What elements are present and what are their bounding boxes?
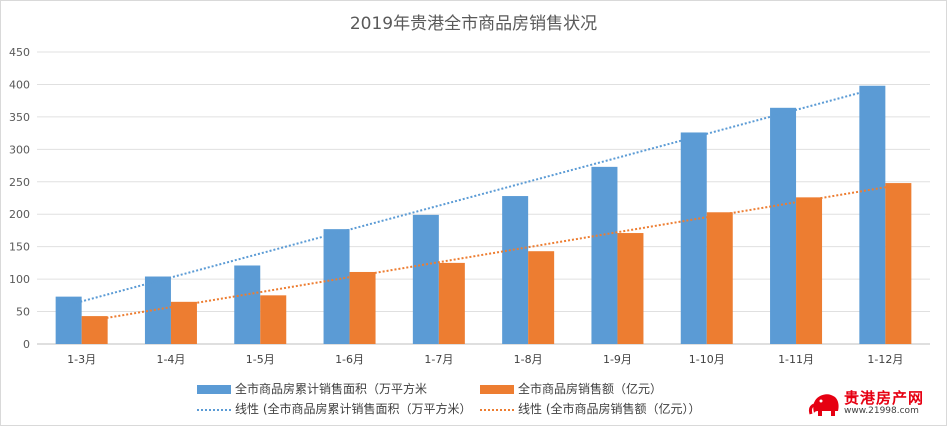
bar-sales-1-9月 [617,233,644,344]
legend-item-sales: 全市商品房销售额（亿元） [480,380,662,397]
bar-sales-1-3月 [81,316,108,344]
x-tick-label-1-3月: 1-3月 [67,353,96,366]
legend-swatch-area-trend [197,408,231,411]
watermark-name: 贵港房产网 [844,389,925,407]
y-tick-label-300: 300 [9,143,30,156]
bar-area-1-8月 [502,196,529,344]
y-tick-label-350: 350 [9,111,30,124]
y-tick-label-50: 50 [16,306,30,319]
bar-area-1-6月 [323,229,350,344]
bar-sales-1-6月 [349,271,376,344]
legend-label-sales: 全市商品房销售额（亿元） [518,382,663,396]
bar-area-1-9月 [591,166,618,344]
y-axis: 0 50 100 150 200 250 300 350 400 450 [9,46,30,351]
x-tick-label-1-7月: 1-7月 [424,353,453,366]
legend-item-area: 全市商品房累计销售面积（万平方米 [197,380,427,397]
x-tick-label-1-12月: 1-12月 [867,353,903,366]
legend-swatch-sales-trend [480,408,514,411]
legend-item-area-trend: 线性 (全市商品房累计销售面积（万平方米） [197,400,472,417]
bar-area-1-5月 [234,265,261,344]
y-tick-label-450: 450 [9,46,30,59]
x-tick-label-1-9月: 1-9月 [603,353,632,366]
legend-swatch-area [197,385,231,394]
y-tick-label-0: 0 [23,338,30,351]
trendline-area [68,88,873,306]
x-tick-label-1-11月: 1-11月 [778,353,814,366]
bar-sales-1-4月 [170,301,197,344]
y-tick-label-100: 100 [9,273,30,286]
bars [55,85,912,345]
x-axis: 1-3月 1-4月 1-5月 1-6月 1-7月 1-8月 1-9月 1-10月 1-11月 1-… [67,353,903,366]
x-tick-label-1-5月: 1-5月 [246,353,275,366]
y-tick-label-150: 150 [9,241,30,254]
legend-label-area: 全市商品房累计销售面积（万平方米 [235,382,428,396]
bar-sales-1-7月 [438,262,465,344]
bar-area-1-12月 [859,85,886,345]
bar-area-1-10月 [680,132,707,344]
legend-label-area-trend: 线性 (全市商品房累计销售面积（万平方米） [235,402,472,416]
legend-label-sales-trend: 线性 (全市商品房销售额（亿元）） [518,402,701,416]
bar-sales-1-8月 [528,251,555,344]
bar-sales-1-5月 [260,295,287,344]
y-tick-label-400: 400 [9,78,30,91]
trendlines [68,88,899,321]
y-tick-label-250: 250 [9,176,30,189]
bar-area-1-3月 [55,296,82,344]
y-tick-label-200: 200 [9,208,30,221]
x-tick-label-1-4月: 1-4月 [156,353,185,366]
bar-sales-1-12月 [885,183,912,344]
legend-swatch-sales [480,385,514,394]
elephant-logo-icon [808,394,839,416]
x-tick-label-1-6月: 1-6月 [335,353,364,366]
watermark-url: www.21998.com [844,406,919,416]
x-tick-label-1-8月: 1-8月 [514,353,543,366]
bar-sales-1-10月 [706,212,733,344]
bar-area-1-7月 [412,214,439,344]
x-tick-label-1-10月: 1-10月 [689,353,725,366]
bar-sales-1-11月 [796,197,823,344]
legend-item-sales-trend: 线性 (全市商品房销售额（亿元）） [480,400,701,417]
chart-title: 2019年贵港全市商品房销售状况 [349,14,598,34]
bar-area-1-11月 [770,107,797,344]
site-watermark: 贵港房产网 www.21998.com [808,387,943,423]
